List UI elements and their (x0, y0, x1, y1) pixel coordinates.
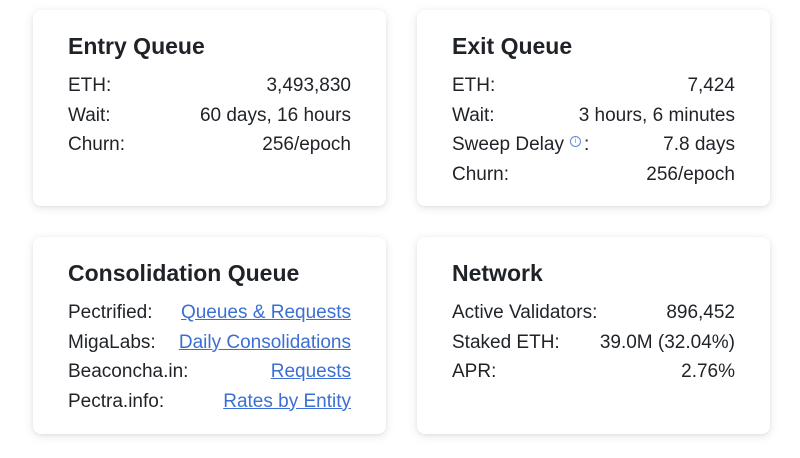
network-title: Network (452, 260, 543, 286)
exit-churn-row: Churn: 256/epoch (452, 160, 735, 190)
network-apr-row: APR: 2.76% (452, 357, 735, 387)
exit-eth-value: 7,424 (687, 75, 735, 96)
entry-eth-value: 3,493,830 (266, 75, 351, 96)
consolidation-migalabs-row: MigaLabs: Daily Consolidations (68, 328, 351, 358)
exit-sweep-delay-value: 7.8 days (663, 134, 735, 155)
exit-wait-label: Wait: (452, 104, 495, 126)
entry-queue-title: Entry Queue (68, 33, 205, 59)
apr-value: 2.76% (681, 361, 735, 382)
exit-eth-label: ETH: (452, 75, 496, 96)
pectrified-label: Pectrified: (68, 302, 153, 323)
network-validators-row: Active Validators: 896,452 (452, 298, 735, 328)
migalabs-label: MigaLabs: (68, 331, 156, 353)
staked-eth-label: Staked ETH: (452, 331, 560, 353)
sweep-delay-colon: : (583, 134, 590, 155)
consolidation-queue-card: Consolidation Queue Pectrified: Queues &… (33, 237, 386, 434)
consolidation-pectrainfo-row: Pectra.info: Rates by Entity (68, 387, 351, 417)
active-validators-label: Active Validators: (452, 302, 598, 323)
rates-by-entity-link[interactable]: Rates by Entity (223, 390, 351, 412)
network-staked-row: Staked ETH: 39.0M (32.04%) (452, 328, 735, 358)
consolidation-queue-title: Consolidation Queue (68, 260, 300, 286)
consolidation-pectrified-row: Pectrified: Queues & Requests (68, 298, 351, 328)
active-validators-value: 896,452 (666, 302, 735, 323)
exit-sweep-delay-label: Sweep Delay i: (452, 130, 589, 160)
exit-sweep-delay-row: Sweep Delay i: 7.8 days (452, 130, 735, 160)
entry-eth-row: ETH: 3,493,830 (68, 71, 351, 101)
entry-wait-value: 60 days, 16 hours (199, 104, 351, 126)
entry-churn-label: Churn: (68, 134, 126, 155)
exit-queue-card: Exit Queue ETH: 7,424 Wait: 3 hours, 6 m… (417, 10, 770, 206)
entry-wait-label: Wait: (68, 104, 111, 126)
exit-eth-row: ETH: 7,424 (452, 71, 735, 101)
daily-consolidations-link[interactable]: Daily Consolidations (178, 331, 351, 353)
entry-wait-row: Wait: 60 days, 16 hours (68, 101, 351, 131)
entry-queue-card: Entry Queue ETH: 3,493,830 Wait: 60 days… (33, 10, 386, 206)
entry-churn-row: Churn: 256/epoch (68, 130, 351, 160)
exit-wait-row: Wait: 3 hours, 6 minutes (452, 101, 735, 131)
staked-eth-value: 39.0M (32.04%) (599, 331, 735, 353)
info-icon[interactable]: i (569, 135, 581, 147)
consolidation-beaconchain-row: Beaconcha.in: Requests (68, 357, 351, 387)
requests-link[interactable]: Requests (270, 361, 351, 382)
pectrainfo-label: Pectra.info: (68, 390, 165, 412)
beaconchain-label: Beaconcha.in: (68, 361, 189, 382)
network-card: Network Active Validators: 896,452 Stake… (417, 237, 770, 434)
exit-wait-value: 3 hours, 6 minutes (578, 104, 735, 126)
sweep-delay-text: Sweep Delay (452, 134, 564, 155)
exit-churn-label: Churn: (452, 163, 510, 185)
entry-churn-value: 256/epoch (262, 134, 351, 155)
entry-eth-label: ETH: (68, 75, 112, 96)
exit-churn-value: 256/epoch (646, 163, 735, 185)
exit-queue-title: Exit Queue (452, 33, 573, 59)
apr-label: APR: (452, 361, 497, 382)
queues-requests-link[interactable]: Queues & Requests (180, 302, 351, 323)
